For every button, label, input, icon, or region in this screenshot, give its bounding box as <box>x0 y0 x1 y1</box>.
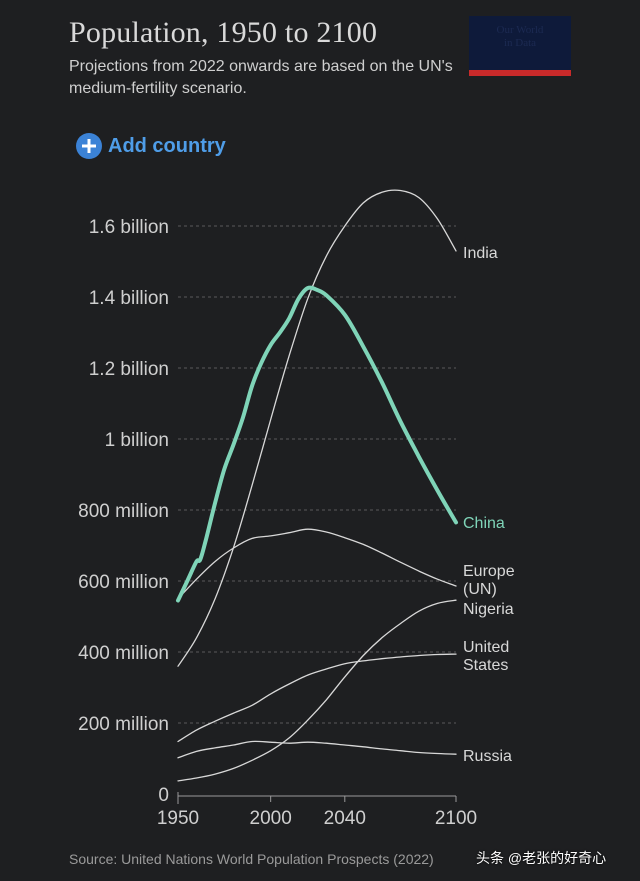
add-country-button[interactable]: Add country <box>76 132 226 160</box>
y-tick-label: 0 <box>158 785 169 806</box>
chart-subtitle: Projections from 2022 onwards are based … <box>69 58 453 97</box>
series-line-united-states <box>177 653 457 743</box>
series-line-nigeria <box>177 599 457 782</box>
y-tick-label: 1 billion <box>105 430 169 451</box>
series-label-india: India <box>463 245 498 262</box>
y-tick-label: 1.2 billion <box>89 359 169 380</box>
series-line-europe-un <box>177 528 457 600</box>
series-label-united-states: United States <box>463 639 509 674</box>
add-country-label: Add country <box>108 134 226 157</box>
series-line-china <box>176 285 458 603</box>
y-tick-label: 600 million <box>78 572 169 593</box>
logo-text: Our World in Data <box>496 24 544 49</box>
series-label-europe-un: Europe (UN) <box>463 563 515 598</box>
series-line-russia <box>177 740 457 759</box>
series-label-china: China <box>463 515 505 532</box>
series-label-russia: Russia <box>463 748 512 765</box>
y-tick-label: 200 million <box>78 714 169 735</box>
plus-circle-icon <box>76 133 102 159</box>
x-tick-label: 2100 <box>435 808 477 829</box>
x-tick-label: 2000 <box>250 808 292 829</box>
chart-title: Population, 1950 to 2100 <box>69 16 378 49</box>
x-tick-label: 2040 <box>324 808 366 829</box>
y-tick-label: 800 million <box>78 501 169 522</box>
logo-bar <box>469 70 571 76</box>
series-label-nigeria: Nigeria <box>463 601 514 618</box>
y-tick-label: 1.4 billion <box>89 288 169 309</box>
y-tick-label: 1.6 billion <box>89 217 169 238</box>
x-tick-label: 1950 <box>157 808 199 829</box>
y-tick-label: 400 million <box>78 643 169 664</box>
series-line-india <box>177 189 457 667</box>
watermark: 头条 @老张的好奇心 <box>476 850 607 866</box>
source-note: Source: United Nations World Population … <box>69 851 434 867</box>
owid-logo[interactable]: Our World in Data <box>469 16 571 76</box>
